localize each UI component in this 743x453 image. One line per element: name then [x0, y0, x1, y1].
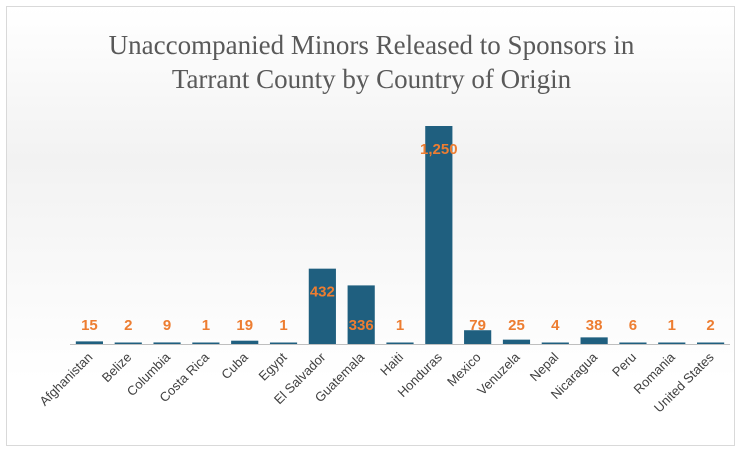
data-label: 15 [81, 317, 98, 334]
bar-haiti [386, 342, 414, 344]
bar-costa-rica [192, 342, 220, 344]
data-label: 25 [508, 317, 525, 334]
bar-mexico [464, 330, 492, 344]
bar-romania [658, 342, 686, 344]
bar-el-salvador [308, 268, 336, 344]
bar-guatemala [347, 285, 375, 344]
bar-united-states [697, 342, 725, 344]
data-label: 1 [202, 317, 210, 334]
category-label: Haiti [377, 349, 406, 378]
chart-title-line-1: Unaccompanied Minors Released to Sponsor… [108, 30, 635, 60]
bar-columbia [153, 342, 181, 344]
category-label: Egypt [256, 349, 290, 383]
data-label: 336 [349, 317, 374, 334]
data-label: 1,250 [420, 141, 458, 158]
category-label: Venuzela [474, 349, 523, 398]
data-label: 1 [279, 317, 287, 334]
data-label: 9 [163, 317, 171, 334]
bars-group [75, 126, 725, 344]
bar-afghanistan [75, 341, 103, 344]
category-label: Cuba [218, 349, 251, 382]
data-label: 38 [586, 317, 603, 334]
bar-nicaragua [580, 337, 608, 344]
bar-honduras [425, 126, 453, 344]
data-label: 432 [310, 284, 335, 301]
category-label: Belize [99, 350, 135, 386]
bar-nepal [541, 342, 569, 344]
bar-peru [619, 342, 647, 344]
category-label: Afghanistan [36, 350, 95, 409]
data-label: 19 [236, 317, 253, 334]
data-label: 79 [469, 317, 486, 334]
data-label: 2 [124, 317, 132, 334]
data-label: 1 [668, 317, 676, 334]
category-label: Nepal [527, 349, 562, 384]
category-label: Peru [609, 350, 639, 380]
bar-cuba [231, 340, 259, 344]
data-label: 6 [629, 317, 637, 334]
bar-belize [114, 342, 142, 344]
data-label: 4 [551, 317, 560, 334]
chart-title-line-2: Tarrant County by Country of Origin [171, 64, 572, 94]
chart-area [6, 6, 735, 446]
bar-venuzela [502, 339, 531, 344]
data-label: 1 [396, 317, 404, 334]
data-label: 2 [706, 317, 714, 334]
value-labels-group: 15 2 9 1 19 1 432 336 1 1,250 79 25 4 38 6 1 2 [81, 141, 715, 334]
bar-egypt [269, 342, 298, 344]
